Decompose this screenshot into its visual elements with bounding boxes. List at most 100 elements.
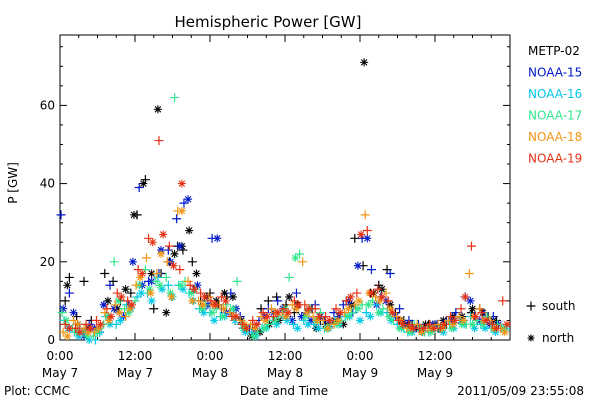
south-point [185, 280, 195, 290]
north-point [148, 238, 157, 247]
south-point [425, 319, 435, 329]
north-point [218, 312, 227, 321]
south-point [299, 315, 309, 325]
north-point [354, 296, 363, 305]
north-point [228, 292, 237, 301]
north-point [288, 316, 297, 325]
series-noaa-17 [57, 93, 508, 341]
south-point [352, 288, 362, 298]
north-point [491, 328, 500, 337]
north-point [153, 105, 162, 114]
south-point [498, 296, 508, 306]
north-point [466, 296, 475, 305]
south-point [91, 315, 101, 325]
north-point [103, 296, 112, 305]
north-point [364, 300, 373, 309]
plot-timestamp: 2011/05/09 23:55:08 [457, 384, 584, 398]
south-point [381, 288, 391, 298]
y-tick-label: 0 [47, 333, 55, 347]
north-point [147, 269, 156, 278]
north-point [232, 312, 241, 321]
north-point [129, 210, 138, 219]
north-point [447, 324, 456, 333]
north-point [303, 320, 312, 329]
north-point [301, 312, 310, 321]
north-point [294, 300, 303, 309]
y-tick-label: 60 [40, 98, 55, 112]
north-point [471, 312, 480, 321]
south-point [172, 214, 182, 224]
north-point [158, 285, 167, 294]
north-point [439, 328, 448, 337]
north-point [146, 289, 155, 298]
plot-frame [59, 34, 511, 341]
north-point [156, 281, 164, 290]
legend-noaa-15: NOAA-15 [528, 66, 582, 80]
north-point [315, 312, 324, 321]
north-point [356, 316, 364, 325]
south-point [258, 308, 268, 318]
north-point [197, 304, 206, 313]
chart-title: Hemispheric Power [GW] [175, 13, 362, 31]
north-point [138, 269, 147, 278]
north-point [468, 304, 477, 313]
north-point [360, 58, 369, 67]
north-point [323, 324, 332, 333]
north-point [252, 320, 261, 329]
north-point [178, 285, 187, 294]
north-point [478, 320, 487, 329]
south-point [288, 319, 298, 329]
south-point [263, 296, 273, 306]
north-point [213, 234, 222, 243]
north-point [429, 324, 438, 333]
south-point [179, 198, 189, 208]
north-point [75, 328, 84, 337]
north-point [145, 285, 154, 294]
north-point [125, 304, 134, 313]
south-point [279, 304, 289, 314]
north-point [198, 300, 207, 309]
north-point [282, 312, 291, 321]
north-point [321, 320, 330, 329]
north-point [385, 312, 394, 321]
north-point [121, 285, 130, 294]
north-point [284, 308, 293, 317]
south-point [100, 308, 110, 318]
north-point [500, 328, 509, 337]
north-point [374, 308, 383, 317]
north-point [304, 304, 313, 313]
x-tick-label-date: May 8 [267, 366, 303, 380]
north-point [84, 328, 93, 337]
south-point [226, 288, 236, 298]
south-point [225, 308, 235, 318]
south-point [383, 296, 393, 306]
north-point [176, 281, 185, 290]
south-point [360, 210, 370, 220]
north-point [363, 234, 372, 243]
south-point [464, 269, 474, 279]
north-point [263, 312, 272, 321]
north-point [261, 316, 270, 325]
south-point [295, 249, 305, 259]
north-point [157, 249, 166, 258]
south-point [163, 245, 173, 255]
north-point [353, 304, 362, 313]
north-point [210, 316, 219, 325]
south-point [206, 296, 216, 306]
south-point [366, 265, 376, 275]
south-point [273, 296, 283, 306]
north-point [470, 324, 479, 333]
north-point [482, 316, 491, 325]
north-point [104, 316, 113, 325]
north-point [63, 281, 72, 290]
north-point [175, 242, 184, 251]
south-point [378, 304, 388, 314]
south-point [161, 272, 171, 282]
north-point [124, 308, 133, 317]
x-tick-label-time: 12:00 [268, 349, 303, 363]
north-point [419, 324, 428, 333]
south-point [466, 241, 476, 251]
south-point [110, 300, 120, 310]
north-point [188, 296, 197, 305]
south-point [60, 296, 70, 306]
